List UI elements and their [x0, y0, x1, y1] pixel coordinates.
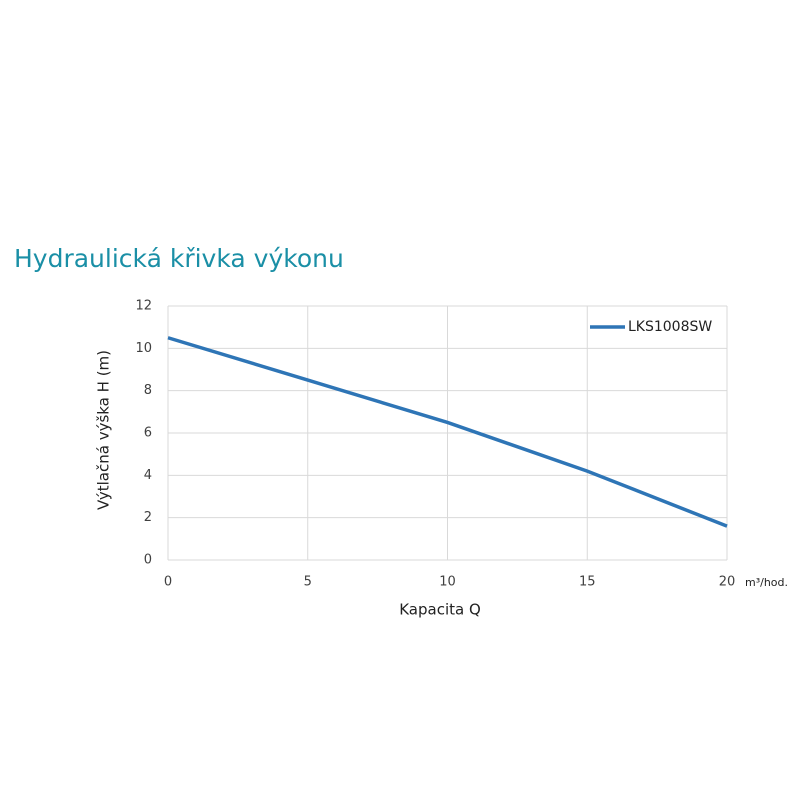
y-axis-label: Výtlačná výška H (m) — [95, 350, 113, 510]
x-tick-label: 10 — [439, 575, 456, 590]
y-tick-label: 10 — [135, 341, 152, 356]
x-axis-label: Kapacita Q — [399, 601, 481, 619]
x-tick-label: 15 — [579, 575, 596, 590]
y-tick-label: 6 — [144, 426, 152, 441]
y-tick-label: 4 — [144, 468, 152, 483]
x-tick-label: 20 — [719, 575, 736, 590]
data-line — [167, 336, 728, 528]
x-tick-label: 0 — [164, 575, 172, 590]
y-tick-label: 8 — [144, 383, 152, 398]
x-unit: m³/hod. — [745, 576, 788, 589]
legend-label: LKS1008SW — [628, 319, 712, 335]
y-tick-label: 2 — [144, 510, 152, 525]
y-tick-label: 12 — [135, 299, 152, 314]
y-tick-label: 0 — [144, 553, 152, 568]
x-tick-label: 5 — [304, 575, 312, 590]
chart-title: Hydraulická křivka výkonu — [14, 244, 344, 273]
